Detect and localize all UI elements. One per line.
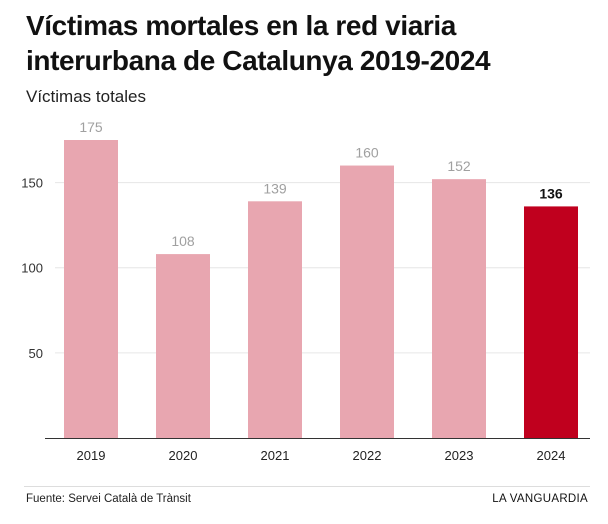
bars (64, 140, 578, 439)
y-tick-label: 150 (21, 176, 43, 191)
x-tick-label-2020: 2020 (169, 448, 198, 463)
bar-2023 (432, 179, 486, 438)
x-tick-label-2021: 2021 (261, 448, 290, 463)
y-tick-labels: 50 100 150 (21, 176, 43, 361)
y-tick-label: 50 (29, 346, 43, 361)
x-tick-label-2022: 2022 (353, 448, 382, 463)
value-label-2023: 152 (447, 158, 471, 174)
bar-2020 (156, 254, 210, 438)
value-label-2019: 175 (79, 119, 103, 135)
value-label-2020: 108 (171, 233, 195, 249)
bar-2019 (64, 140, 118, 438)
y-axis-label: Víctimas totales (26, 87, 146, 106)
source-note: Fuente: Servei Català de Trànsit (26, 493, 191, 505)
gridlines (55, 182, 590, 354)
bar-2022 (340, 165, 394, 439)
bar-chart: 50 100 150 175 108 139 160 152 136 2019 2020 2021… (21, 119, 590, 463)
chart-title: Víctimas mortales en la red viaria inter… (26, 10, 491, 76)
value-label-2022: 160 (355, 145, 379, 161)
value-labels: 175 108 139 160 152 136 (79, 119, 563, 249)
x-tick-label-2024: 2024 (537, 448, 566, 463)
bar-2024 (524, 206, 578, 438)
x-tick-label-2023: 2023 (445, 448, 474, 463)
x-tick-label-2019: 2019 (77, 448, 106, 463)
value-label-2024: 136 (539, 185, 563, 201)
brand-logo-text: LA VANGUARDIA (492, 493, 588, 505)
bar-2021 (248, 201, 302, 438)
y-tick-label: 100 (21, 261, 43, 276)
value-label-2021: 139 (263, 180, 287, 196)
x-tick-labels: 2019 2020 2021 2022 2023 2024 (77, 448, 566, 463)
footer-divider (24, 486, 590, 487)
